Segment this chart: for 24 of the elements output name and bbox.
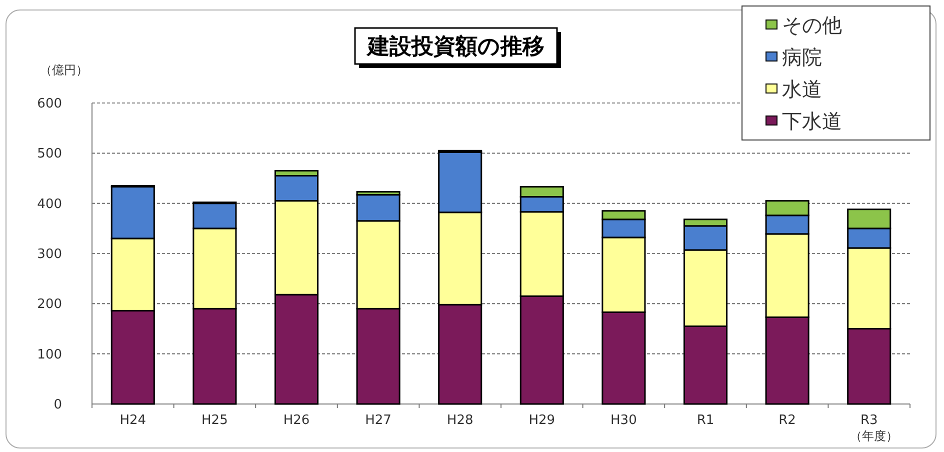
y-tick-label: 400 [37, 196, 62, 212]
y-tick-label: 100 [37, 347, 62, 362]
x-tick-label: H26 [283, 413, 310, 428]
x-tick-label: H27 [365, 413, 392, 428]
x-axis-title: （年度） [850, 429, 898, 443]
legend-label: その他 [782, 13, 842, 37]
legend-label: 下水道 [782, 109, 842, 133]
x-tick-label: R2 [778, 413, 796, 428]
x-tick-label: H29 [528, 413, 556, 428]
y-tick-label: 300 [37, 247, 62, 262]
x-tick-label: H25 [202, 413, 228, 428]
legend-label: 病院 [782, 45, 822, 69]
legend-label: 水道 [782, 77, 822, 101]
x-tick-label: R1 [696, 413, 714, 428]
chart-title: 建設投資額の推移 [366, 34, 544, 60]
y-tick-label: 200 [37, 297, 62, 312]
x-tick-label: H28 [446, 413, 474, 428]
y-tick-label: 0 [54, 398, 62, 413]
y-tick-label: 600 [37, 96, 62, 112]
y-tick-label: 500 [37, 146, 62, 162]
x-tick-label: R3 [860, 413, 878, 428]
y-axis-title: （億円） [40, 63, 88, 77]
x-tick-label: H30 [610, 413, 637, 428]
x-tick-label: H24 [120, 413, 146, 428]
